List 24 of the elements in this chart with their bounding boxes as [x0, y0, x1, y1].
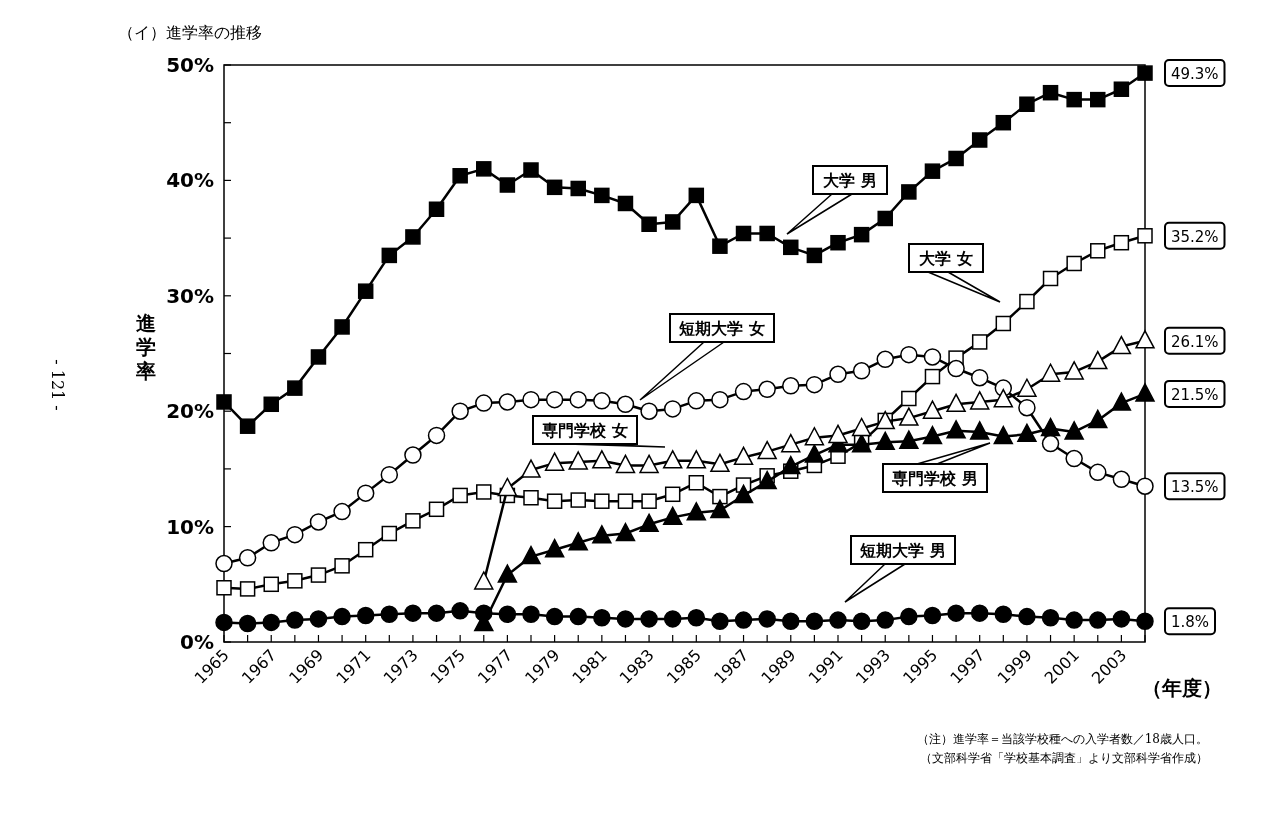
data-label: 21.5% [1170, 385, 1219, 404]
y-tick-label: 40% [166, 168, 214, 193]
data-label: 1.8% [1170, 613, 1210, 632]
series-label: 大学 男 [823, 171, 877, 190]
text: 短期大学 男 [859, 541, 946, 560]
data-label: 49.3% [1170, 65, 1219, 84]
y-tick-label: 50% [166, 53, 214, 77]
data-label: 35.2% [1170, 227, 1219, 246]
text: 短期大学 女 [678, 319, 765, 338]
y-tick-label: 0% [180, 630, 214, 654]
y-tick-label: 30% [166, 283, 214, 308]
data-label: 13.5% [1170, 478, 1219, 497]
text: 大学 女 [919, 249, 973, 268]
text: - 121 - [48, 359, 67, 411]
text: （注）進学率＝当該学校種への入学者数／18歳人口。 [916, 732, 1208, 746]
y-tick-label: 10% [166, 514, 214, 539]
legend-label: 専門学校 男 [891, 469, 978, 488]
y-tick-label: 20% [166, 399, 214, 424]
x-axis-title: （年度） [1142, 676, 1222, 700]
text: （文部科学省「学校基本調査」より文部科学省作成） [920, 751, 1208, 765]
data-label: 26.1% [1170, 332, 1219, 351]
chart-title: （イ）進学率の推移 [118, 23, 262, 42]
series-label: 専門学校 女 [541, 421, 628, 440]
y-axis-title: 進学率 [135, 310, 156, 383]
